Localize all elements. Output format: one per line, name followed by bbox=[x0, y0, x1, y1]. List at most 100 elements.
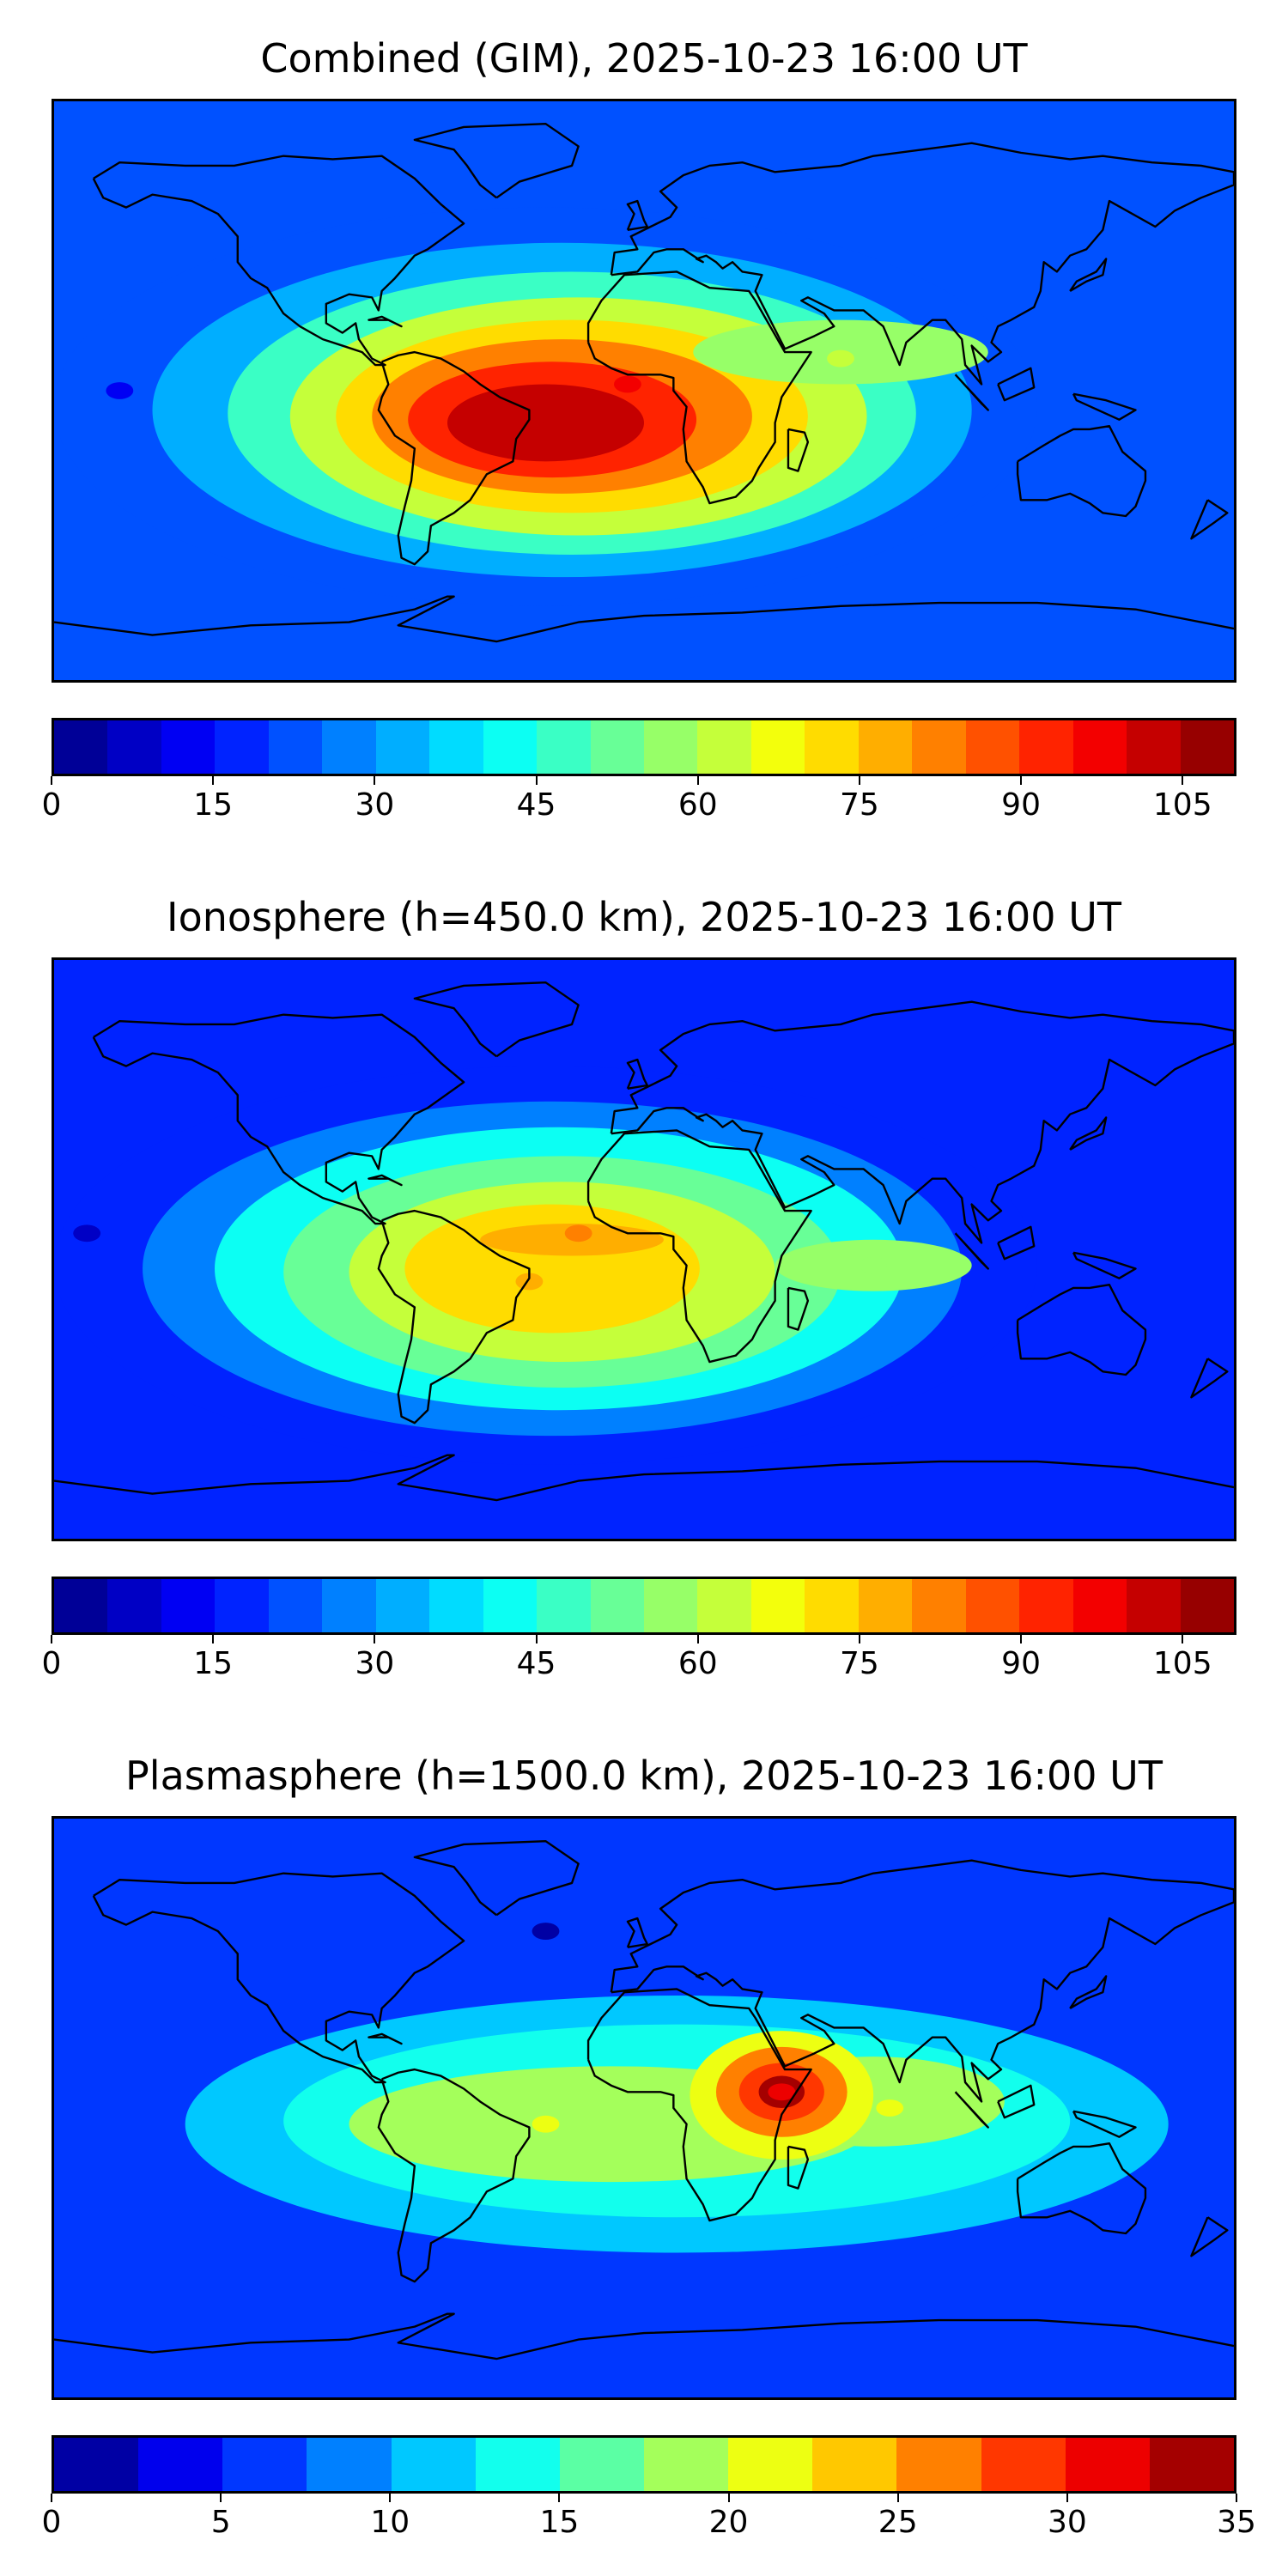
plasmasphere-field bbox=[54, 1819, 1234, 2397]
tick-mark bbox=[1020, 776, 1023, 785]
coastline bbox=[92, 1872, 465, 2084]
tick-label: 60 bbox=[677, 1646, 718, 1681]
coastline bbox=[1016, 2142, 1147, 2235]
ionosphere-coastlines bbox=[54, 981, 1234, 1502]
feature-pacific-minimum bbox=[106, 382, 134, 399]
plasmasphere-coastlines bbox=[54, 1839, 1234, 2360]
coastline bbox=[954, 1232, 989, 1270]
tick-mark bbox=[858, 776, 860, 785]
feature-west-africa-lobe bbox=[613, 375, 641, 393]
tick-mark bbox=[220, 2494, 222, 2502]
coastline bbox=[368, 2032, 403, 2045]
coastline bbox=[1016, 1284, 1147, 1376]
tick-label: 35 bbox=[1217, 2505, 1256, 2540]
feature-arabian-sea-lobe bbox=[827, 349, 854, 368]
tick-label: 15 bbox=[193, 787, 234, 823]
colorbar-segment bbox=[375, 720, 430, 774]
coastline bbox=[1190, 1358, 1229, 1399]
tick-label: 30 bbox=[1047, 2505, 1087, 2540]
tick-label: 0 bbox=[41, 2505, 62, 2540]
colorbar-segment bbox=[1127, 1579, 1181, 1632]
feature-main-maximum bbox=[515, 1273, 544, 1291]
coastline bbox=[413, 981, 580, 1058]
coastline bbox=[54, 2312, 1234, 2360]
plasmasphere-map bbox=[52, 1816, 1236, 2400]
colorbar-segment bbox=[590, 720, 644, 774]
coastline bbox=[610, 142, 1234, 386]
colorbar-segment bbox=[858, 720, 913, 774]
colorbar-segment bbox=[1072, 1579, 1127, 1632]
plasmasphere-title: Plasmasphere (h=1500.0 km), 2025-10-23 1… bbox=[125, 1753, 1163, 1799]
colorbar-segment bbox=[643, 2438, 729, 2491]
tick-mark bbox=[535, 776, 538, 785]
colorbar-segment bbox=[429, 720, 483, 774]
tick-mark bbox=[51, 2494, 52, 2502]
combined-map-svg bbox=[54, 101, 1234, 680]
tick-mark bbox=[1066, 2494, 1068, 2502]
colorbar-segment bbox=[812, 2438, 897, 2491]
coastline bbox=[92, 155, 465, 367]
ionosphere-panel: Ionosphere (h=450.0 km), 2025-10-23 16:0… bbox=[0, 859, 1288, 1717]
colorbar-segment bbox=[375, 1579, 430, 1632]
coastline bbox=[1069, 258, 1108, 292]
colorbar-segment bbox=[483, 1579, 538, 1632]
tick-label: 25 bbox=[878, 2505, 918, 2540]
coastline bbox=[586, 1988, 812, 2222]
colorbar-segment bbox=[429, 1579, 483, 1632]
colorbar-segment bbox=[268, 1579, 323, 1632]
colorbar-segment bbox=[322, 720, 376, 774]
tick-label: 105 bbox=[1152, 1646, 1212, 1681]
tick-label: 75 bbox=[840, 1646, 879, 1681]
colorbar-segment bbox=[965, 720, 1020, 774]
coastline bbox=[1016, 425, 1147, 518]
plasmasphere-colorbar bbox=[52, 2435, 1236, 2494]
coastline bbox=[1190, 499, 1229, 540]
colorbar-segment bbox=[322, 1579, 376, 1632]
coastline bbox=[1072, 392, 1137, 421]
feature-pacific-minimum bbox=[73, 1224, 101, 1242]
coastline bbox=[626, 1917, 648, 1948]
combined-map bbox=[52, 99, 1236, 683]
colorbar-segment bbox=[161, 1579, 216, 1632]
coastline bbox=[787, 2145, 810, 2190]
coastline bbox=[54, 595, 1234, 643]
combined-colorbar-ticks: 0 15 30 45 60 75 90 105 bbox=[42, 776, 1236, 828]
coastline bbox=[377, 1209, 531, 1425]
feature-indian-ocean-lobe bbox=[860, 1256, 888, 1274]
combined-coastlines bbox=[54, 122, 1234, 643]
coastline bbox=[1072, 1251, 1137, 1279]
tick-label: 90 bbox=[1001, 1646, 1041, 1681]
coastline bbox=[626, 1058, 648, 1090]
colorbar-segment bbox=[537, 1579, 591, 1632]
tick-label: 45 bbox=[516, 1646, 556, 1681]
contour-band bbox=[404, 1204, 700, 1334]
colorbar-segment bbox=[896, 2438, 981, 2491]
coastline bbox=[377, 2068, 531, 2283]
tick-label: 15 bbox=[539, 2505, 580, 2540]
coastline bbox=[413, 122, 580, 199]
colorbar-segment bbox=[1072, 720, 1127, 774]
tick-mark bbox=[1182, 1635, 1184, 1643]
colorbar-segment bbox=[750, 1579, 805, 1632]
colorbar-segment bbox=[697, 720, 751, 774]
feature-north-atlantic-minimum bbox=[532, 1923, 560, 1940]
coastline bbox=[586, 270, 812, 505]
coastline bbox=[610, 1000, 1234, 1244]
colorbar-segment bbox=[1180, 1579, 1234, 1632]
colorbar-segment bbox=[1019, 1579, 1073, 1632]
feature-equatorial-ridge bbox=[564, 1224, 592, 1242]
combined-title: Combined (GIM), 2025-10-23 16:00 UT bbox=[260, 35, 1028, 82]
tick-mark bbox=[1020, 1635, 1023, 1643]
tick-mark bbox=[212, 1635, 215, 1643]
colorbar-segment bbox=[391, 2438, 476, 2491]
colorbar-segment bbox=[965, 1579, 1020, 1632]
tick-mark bbox=[51, 776, 52, 785]
tick-mark bbox=[858, 1635, 860, 1643]
coastline bbox=[787, 428, 810, 472]
colorbar-segment bbox=[728, 2438, 813, 2491]
colorbar-segment bbox=[268, 720, 323, 774]
tick-label: 15 bbox=[193, 1646, 234, 1681]
coastline bbox=[610, 1859, 1234, 2103]
coastline bbox=[954, 2091, 989, 2129]
coastline bbox=[54, 1454, 1234, 1502]
